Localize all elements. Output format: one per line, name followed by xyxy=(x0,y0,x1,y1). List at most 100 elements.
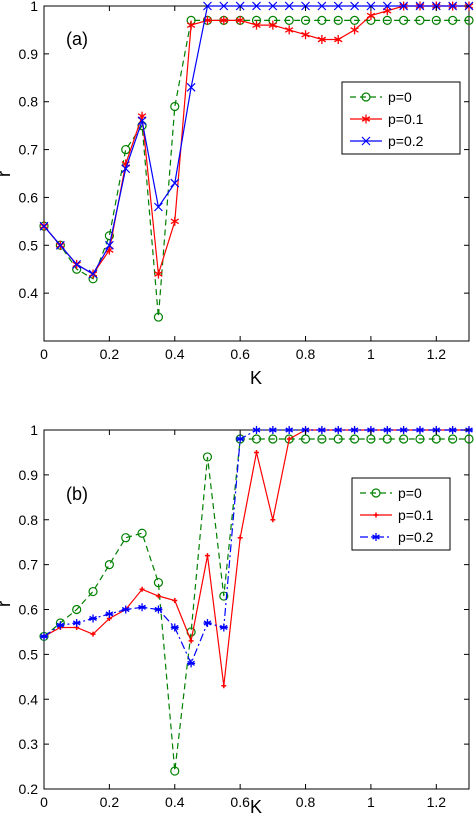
panel-b-data-point xyxy=(270,517,276,523)
panel-b-data-point xyxy=(219,591,229,601)
panel-b-data-point xyxy=(317,426,326,434)
panel-b-legend-label: p=0 xyxy=(398,485,422,501)
panel-a-data-point xyxy=(366,11,376,21)
panel-a-data-point xyxy=(301,30,310,40)
panel-b-legend-label: p=0.2 xyxy=(398,529,434,545)
panel-b-y-tick-label: 1 xyxy=(30,422,38,438)
panel-a-data-point xyxy=(317,35,327,44)
panel-a-y-tick-label: 0.5 xyxy=(19,237,39,253)
panel-b-y-tick-label: 0.5 xyxy=(19,646,39,662)
panel-b-y-tick-label: 0.3 xyxy=(19,736,39,752)
panel-a-legend-marker xyxy=(361,136,371,146)
panel-b-data-point xyxy=(334,426,343,434)
panel-b-data-point xyxy=(138,603,147,612)
panel-b-data-point xyxy=(72,618,81,627)
panel-a-data-point xyxy=(170,216,179,226)
panel-b-data-point xyxy=(448,426,457,434)
panel-b-data-point xyxy=(204,553,210,559)
panel-a-y-tick-label: 0.4 xyxy=(19,285,39,301)
panel-a-data-point xyxy=(55,240,65,250)
panel-a-legend-marker xyxy=(361,92,371,102)
panel-b-data-point xyxy=(105,609,114,618)
panel-b-x-axis-label: K xyxy=(250,797,262,817)
panel-a-x-tick-label: 1.2 xyxy=(427,346,447,362)
panel-b-data-point xyxy=(172,598,178,604)
panel-a-legend-marker xyxy=(361,114,371,124)
panel-a-legend-label: p=0.2 xyxy=(388,133,424,149)
panel-a-x-tick-label: 0.8 xyxy=(296,346,316,362)
panel-a-data-point xyxy=(88,269,98,279)
panel-a-data-point xyxy=(431,15,441,25)
panel-b-y-tick-label: 0.8 xyxy=(19,512,39,528)
panel-b-x-tick-label: 0.2 xyxy=(100,794,120,810)
panel-a-data-point xyxy=(382,15,392,25)
panel-a-data-point xyxy=(317,1,327,11)
panel-a-legend-item: p=0.1 xyxy=(350,111,424,127)
panel-a-y-tick-label: 0.9 xyxy=(19,46,39,62)
panel-a-data-point xyxy=(137,116,147,126)
panel-b-chart: 0 0.2 0.4 0.6 0.8 1 1.20.20.30.40.50.60.70.80.… xyxy=(0,422,474,817)
panel-b-data-point xyxy=(464,434,474,444)
panel-b-data-point xyxy=(399,426,408,434)
panel-a-data-point xyxy=(448,15,458,25)
panel-a-data-point xyxy=(153,202,163,212)
panel-b-data-point xyxy=(137,528,147,538)
panel-a-data-point xyxy=(399,1,409,11)
panel-b-legend-marker xyxy=(373,512,379,518)
panel-a-data-point xyxy=(252,1,261,11)
panel-b-legend-marker xyxy=(371,488,381,498)
panel-b-y-tick-label: 0.6 xyxy=(19,602,39,618)
panel-a-x-axis-label: K xyxy=(250,368,262,388)
panel-a-data-point xyxy=(170,101,180,112)
panel-a-data-point xyxy=(186,20,196,30)
panel-a-data-point xyxy=(154,269,163,279)
panel-a-data-point xyxy=(415,1,425,11)
panel-a-data-point xyxy=(317,15,327,25)
panel-a-data-point xyxy=(121,164,131,174)
panel-a-legend-item: p=0.2 xyxy=(350,133,424,149)
panel-b-legend-label: p=0.1 xyxy=(398,507,434,523)
panel-a-data-point xyxy=(39,221,49,231)
panel-b-legend-box xyxy=(351,477,451,551)
panel-b-data-point xyxy=(202,452,213,462)
panel-a-data-point xyxy=(399,15,409,25)
panel-b-x-tick-label: 0.6 xyxy=(230,794,250,810)
panel-b-data-point xyxy=(415,426,424,434)
panel-b-data-point xyxy=(88,586,98,597)
panel-b-data-point xyxy=(139,586,145,592)
panel-b-data-point xyxy=(221,683,227,689)
panel-b-x-tick-label: 0.8 xyxy=(296,794,316,810)
panel-b-data-point xyxy=(286,436,292,442)
panel-b-x-tick-label: 1.2 xyxy=(427,794,447,810)
panel-b-data-point xyxy=(251,434,262,444)
panel-a-legend-label: p=0.1 xyxy=(388,111,424,127)
panel-a-data-point xyxy=(350,25,359,35)
panel-a-data-point xyxy=(382,1,392,11)
panel-b-data-point xyxy=(415,434,425,444)
panel-b-legend: p=0 p=0.1 p=0.2 xyxy=(351,477,451,551)
panel-a-legend-box xyxy=(341,81,461,155)
panel-a-x-tick-label: 1 xyxy=(367,346,375,362)
panel-a-data-point xyxy=(72,260,82,269)
panel-b-legend-item: p=0.2 xyxy=(360,529,434,545)
panel-b-y-tick-label: 0.4 xyxy=(19,691,39,707)
panel-b-data-point xyxy=(268,434,278,444)
panel-a-x-tick-label: 0.6 xyxy=(230,346,250,362)
panel-b-data-point xyxy=(350,426,359,434)
panel-b-legend-marker xyxy=(372,533,380,541)
panel-a-x-tick-label: 0.4 xyxy=(165,346,185,362)
panel-b-data-point xyxy=(203,618,212,627)
panel-a-data-point xyxy=(219,15,229,25)
panel-a-data-point xyxy=(219,1,229,11)
panel-b-data-point xyxy=(252,426,261,434)
panel-b-data-point xyxy=(284,434,294,444)
panel-b-data-point xyxy=(170,766,180,776)
panel-b-data-point xyxy=(187,659,196,668)
panel-a-data-point xyxy=(284,1,294,11)
panel-a-data-point xyxy=(153,312,164,322)
panel-b-data-point xyxy=(121,605,130,614)
panel-a-data-point xyxy=(334,35,343,44)
panel-a-data-point xyxy=(104,231,114,241)
panel-a-data-point xyxy=(186,82,196,92)
